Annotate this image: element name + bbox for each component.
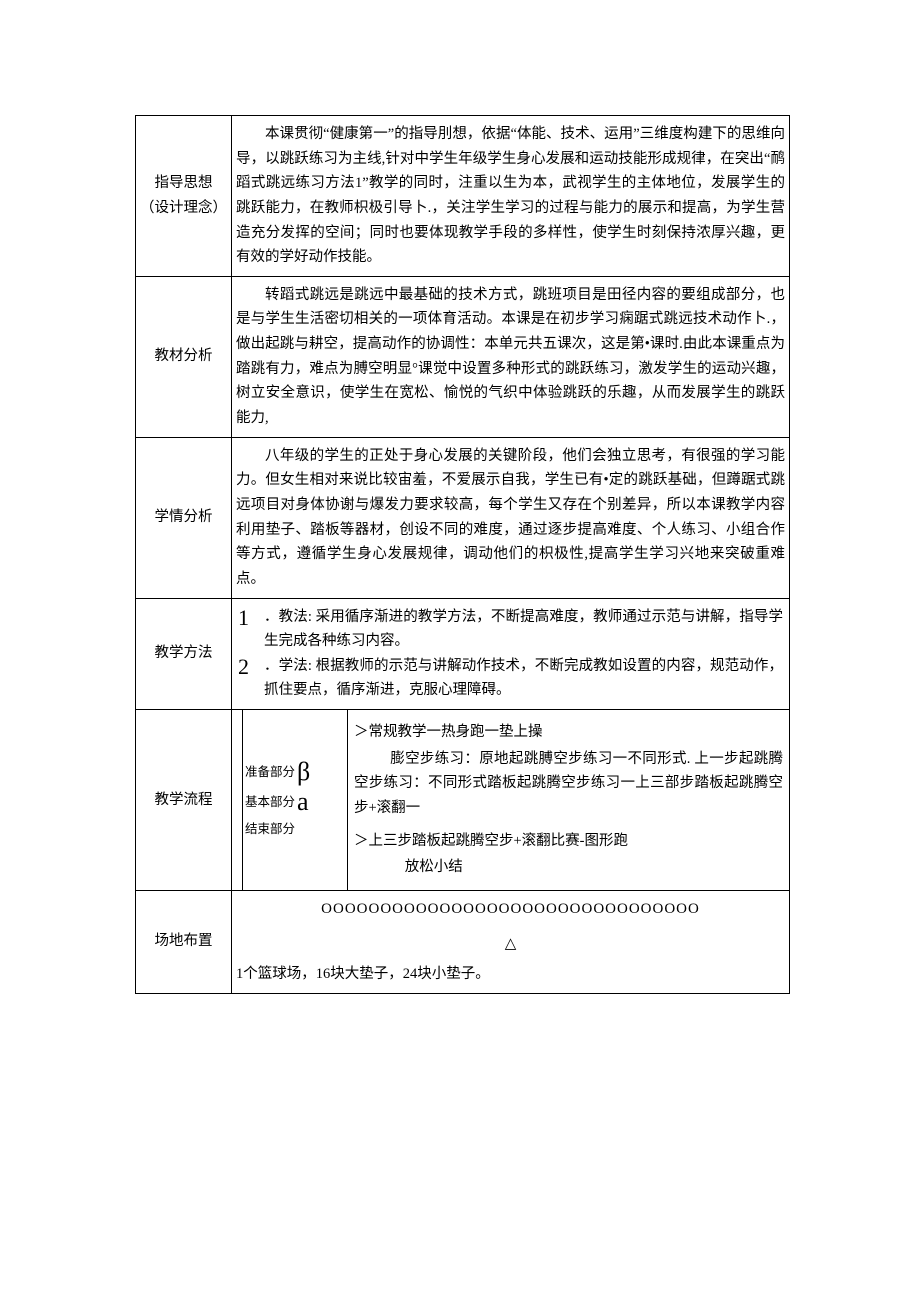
flow-mid-row-3: 结束部分 (245, 819, 345, 840)
row-student: 学情分析 八年级的学生的正处于身心发展的关键阶段，他们会独立思考，有很强的学习能… (136, 437, 790, 598)
method-text-1: ．教法: 采用循序渐进的教学方法，不断提高难度，教师通过示范与讲解，指导学生完成… (264, 605, 783, 654)
flow-mid-lbl-3: 结束部分 (245, 819, 295, 840)
label-guiding-text: 指导思想 （设计理念） (140, 175, 227, 216)
venue-dots: OOOOOOOOOOOOOOOOOOOOOOOOOOOOOOOO (236, 897, 785, 923)
lesson-plan-table: 指导思想 （设计理念） 本课贯彻“健康第一”的指导刖想，依据“体能、技术、运用”… (135, 115, 790, 994)
content-flow: 准备部分 β 基本部分 a 结束部分 ＞常规教学一热身跑一垫上操 (232, 710, 790, 891)
content-student: 八年级的学生的正处于身心发展的关键阶段，他们会独立思考，有很强的学习能力。但女生… (232, 437, 790, 598)
flow-mid-lbl-2: 基本部分 (245, 792, 295, 813)
method-num-2: 2 (238, 654, 252, 680)
flow-wrap: 准备部分 β 基本部分 a 结束部分 ＞常规教学一热身跑一垫上操 (232, 710, 789, 890)
flow-mid: 准备部分 β 基本部分 a 结束部分 (243, 710, 348, 890)
label-material: 教材分析 (136, 276, 232, 437)
flow-line-1: ＞常规教学一热身跑一垫上操 (354, 720, 783, 745)
method-item-1: 1 ．教法: 采用循序渐进的教学方法，不断提高难度，教师通过示范与讲解，指导学生… (238, 605, 783, 654)
row-venue: 场地布置 OOOOOOOOOOOOOOOOOOOOOOOOOOOOOOOO △ … (136, 890, 790, 993)
guiding-text: 本课贯彻“健康第一”的指导刖想，依据“体能、技术、运用”三维度构建下的思维向导，… (236, 122, 785, 270)
venue-triangle: △ (236, 932, 785, 958)
flow-mid-glyph-2: a (297, 789, 309, 815)
flow-mid-row-2: 基本部分 a (245, 789, 345, 815)
flow-right: ＞常规教学一热身跑一垫上操 膨空步练习：原地起跳膊空步练习一不同形式. 上一步起… (348, 710, 789, 890)
flow-spacer (232, 710, 243, 890)
method-num-1: 1 (238, 605, 252, 631)
flow-mid-glyph-1: β (297, 759, 310, 785)
flow-mid-lbl-1: 准备部分 (245, 762, 295, 783)
content-material: 转蹈式跳远是跳远中最基础的技术方式，跳班项目是田径内容的要组成部分，也是与学生生… (232, 276, 790, 437)
label-flow: 教学流程 (136, 710, 232, 891)
content-guiding: 本课贯彻“健康第一”的指导刖想，依据“体能、技术、运用”三维度构建下的思维向导，… (232, 116, 790, 277)
content-method: 1 ．教法: 采用循序渐进的教学方法，不断提高难度，教师通过示范与讲解，指导学生… (232, 598, 790, 710)
flow-mid-row-1: 准备部分 β (245, 759, 345, 785)
label-guiding: 指导思想 （设计理念） (136, 116, 232, 277)
label-method: 教学方法 (136, 598, 232, 710)
page: 指导思想 （设计理念） 本课贯彻“健康第一”的指导刖想，依据“体能、技术、运用”… (0, 0, 920, 1194)
label-venue: 场地布置 (136, 890, 232, 993)
flow-line-2: 膨空步练习：原地起跳膊空步练习一不同形式. 上一步起跳腾空步练习：不同形式踏板起… (354, 747, 783, 821)
row-flow: 教学流程 准备部分 β 基本部分 a 结束部分 (136, 710, 790, 891)
label-student: 学情分析 (136, 437, 232, 598)
flow-line-4: 放松小结 (354, 855, 783, 880)
student-text: 八年级的学生的正处于身心发展的关键阶段，他们会独立思考，有很强的学习能力。但女生… (236, 444, 785, 592)
venue-desc: 1个篮球场，16块大垫子，24块小垫子。 (236, 962, 785, 987)
row-guiding: 指导思想 （设计理念） 本课贯彻“健康第一”的指导刖想，依据“体能、技术、运用”… (136, 116, 790, 277)
flow-line-3: ＞上三步踏板起跳腾空步+滚翻比赛-图形跑 (354, 829, 783, 854)
method-item-2: 2 ．学法: 根据教师的示范与讲解动作技术，不断完成教如设置的内容，规范动作，抓… (238, 654, 783, 703)
material-text: 转蹈式跳远是跳远中最基础的技术方式，跳班项目是田径内容的要组成部分，也是与学生生… (236, 283, 785, 431)
row-method: 教学方法 1 ．教法: 采用循序渐进的教学方法，不断提高难度，教师通过示范与讲解… (136, 598, 790, 710)
method-text-2: ．学法: 根据教师的示范与讲解动作技术，不断完成教如设置的内容，规范动作，抓住要… (264, 654, 783, 703)
content-venue: OOOOOOOOOOOOOOOOOOOOOOOOOOOOOOOO △ 1个篮球场… (232, 890, 790, 993)
row-material: 教材分析 转蹈式跳远是跳远中最基础的技术方式，跳班项目是田径内容的要组成部分，也… (136, 276, 790, 437)
